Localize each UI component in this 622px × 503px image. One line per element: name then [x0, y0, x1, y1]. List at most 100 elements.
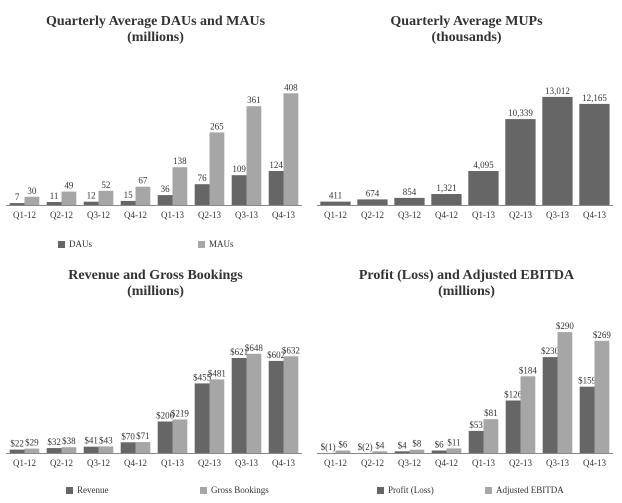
bar-gross-bookings-q4-13 [283, 356, 299, 453]
x-tick-label-q1-12: Q1-12 [13, 210, 36, 220]
data-label-revenue-q2-12: $32 [47, 437, 61, 447]
data-label-maus-q4-13: 408 [284, 82, 298, 92]
x-tick-label-q2-13: Q2-13 [509, 458, 532, 468]
bar-profit-loss-q3-13 [542, 357, 558, 453]
legend-item-gross-bookings: Gross Bookings [200, 485, 269, 495]
bar-daus-q3-13 [231, 175, 247, 205]
data-label-mups-q1-13: 4,095 [473, 160, 494, 170]
x-tick-label-q3-12: Q3-12 [398, 210, 421, 220]
data-label-revenue-q3-13: $621 [230, 347, 248, 357]
x-tick-label-q3-13: Q3-13 [235, 210, 258, 220]
data-label-profit-loss-q1-12: $(1) [321, 442, 336, 452]
bar-adjusted-ebitda-q2-13 [520, 376, 536, 453]
x-tick-label-q2-13: Q2-13 [509, 210, 532, 220]
x-tick-label-q1-13: Q1-13 [472, 210, 495, 220]
bar-profit-loss-q4-13 [579, 386, 595, 453]
x-tick-label-q4-13: Q4-13 [583, 210, 606, 220]
data-label-maus-q2-13: 265 [210, 121, 224, 131]
data-label-profit-loss-q3-12: $4 [398, 440, 408, 450]
data-label-adjusted-ebitda-q3-12: $8 [412, 439, 422, 449]
bar-mups-q4-13 [579, 103, 610, 205]
data-label-gross-bookings-q3-13: $648 [245, 343, 264, 353]
bar-daus-q4-12 [120, 200, 136, 205]
x-tick-label-q1-13: Q1-13 [161, 458, 184, 468]
legend-label-profit-loss: Profit (Loss) [388, 485, 434, 495]
data-label-adjusted-ebitda-q1-13: $81 [484, 408, 498, 418]
bar-adjusted-ebitda-q1-12 [335, 450, 351, 453]
data-label-mups-q2-12: 674 [366, 188, 380, 198]
x-tick-label-q2-12: Q2-12 [361, 210, 384, 220]
data-label-daus-q2-13: 76 [198, 173, 208, 183]
data-label-mups-q3-13: 13,012 [545, 86, 570, 96]
chart-title: Quarterly Average MUPs (thousands) [311, 14, 622, 46]
x-tick-label-q2-12: Q2-12 [50, 210, 73, 220]
bar-mups-q4-12 [431, 194, 462, 205]
bar-revenue-q1-12 [9, 449, 25, 453]
chart-title-line1: Quarterly Average DAUs and MAUs [45, 14, 266, 29]
x-tick-label-q3-12: Q3-12 [398, 458, 421, 468]
data-label-maus-q1-13: 138 [173, 156, 187, 166]
bar-revenue-q2-13 [194, 383, 210, 453]
data-label-gross-bookings-q4-12: $71 [136, 431, 150, 441]
bar-adjusted-ebitda-q2-12 [372, 451, 388, 453]
chart-panel-dau-mau: Quarterly Average DAUs and MAUs (million… [0, 0, 311, 251]
data-label-maus-q4-12: 67 [138, 176, 148, 186]
bar-profit-loss-q4-12 [431, 450, 447, 453]
x-tick-label-q1-12: Q1-12 [324, 458, 347, 468]
data-label-mups-q4-12: 1,321 [436, 183, 456, 193]
chart-title-line2: (thousands) [431, 30, 502, 45]
legend-item-revenue: Revenue [66, 485, 109, 495]
x-tick-label-q3-13: Q3-13 [235, 458, 258, 468]
x-tick-label-q2-12: Q2-12 [361, 458, 384, 468]
bar-revenue-q1-13 [157, 421, 173, 453]
data-label-profit-loss-q2-13: $126 [504, 390, 522, 400]
data-label-daus-q4-13: 124 [269, 160, 283, 170]
data-label-revenue-q4-13: $602 [267, 350, 285, 360]
data-label-daus-q4-12: 15 [124, 190, 134, 200]
chart-title-line1: Revenue and Gross Bookings [68, 268, 243, 283]
x-tick-label-q3-13: Q3-13 [546, 458, 569, 468]
data-label-adjusted-ebitda-q3-13: $290 [556, 321, 575, 331]
data-label-gross-bookings-q2-12: $38 [62, 436, 76, 446]
chart-panel-revenue: Revenue and Gross Bookings (millions) $2… [0, 251, 311, 503]
data-label-mups-q2-13: 10,339 [508, 108, 533, 118]
x-tick-label-q4-13: Q4-13 [583, 458, 606, 468]
x-tick-label-q4-12: Q4-12 [124, 458, 147, 468]
data-label-gross-bookings-q1-12: $29 [25, 438, 39, 448]
data-label-daus-q1-12: 7 [15, 192, 20, 202]
chart-plot-ebitda: $(1) $6Q1-12$(2) $4Q2-12$4 $8Q3-12$6 $11Q4-1… [317, 321, 613, 468]
x-tick-label-q2-13: Q2-13 [198, 210, 221, 220]
chart-title: Revenue and Gross Bookings (millions) [0, 268, 311, 300]
bar-revenue-q3-13 [231, 358, 247, 453]
x-tick-label-q3-12: Q3-12 [87, 210, 110, 220]
legend-swatch-revenue [66, 486, 73, 494]
x-tick-label-q2-12: Q2-12 [50, 458, 73, 468]
bar-gross-bookings-q2-13 [209, 379, 225, 453]
data-label-gross-bookings-q4-13: $632 [282, 345, 300, 355]
x-tick-label-q1-13: Q1-13 [161, 210, 184, 220]
bar-gross-bookings-q1-12 [24, 448, 40, 453]
bar-gross-bookings-q3-12 [98, 446, 114, 453]
data-label-adjusted-ebitda-q4-12: $11 [447, 437, 460, 447]
chart-title-line1: Profit (Loss) and Adjusted EBITDA [358, 268, 575, 283]
x-tick-label-q4-12: Q4-12 [435, 458, 458, 468]
data-label-revenue-q2-13: $455 [193, 372, 212, 382]
bar-maus-q1-13 [172, 167, 188, 205]
chart-title-line1: Quarterly Average MUPs [390, 14, 543, 29]
data-label-revenue-q1-12: $22 [10, 439, 24, 449]
data-label-profit-loss-q4-13: $159 [578, 376, 597, 386]
data-label-revenue-q1-13: $206 [156, 411, 175, 421]
data-label-maus-q2-12: 49 [64, 181, 74, 191]
bar-maus-q2-12 [61, 191, 77, 205]
data-label-maus-q3-13: 361 [247, 95, 261, 105]
chart-title-line2: (millions) [127, 30, 184, 45]
legend-item-adjusted-ebitda: Adjusted EBITDA [485, 485, 564, 495]
bar-revenue-q2-12 [46, 448, 62, 453]
x-tick-label-q2-13: Q2-13 [198, 458, 221, 468]
bar-gross-bookings-q2-12 [61, 447, 77, 453]
bar-adjusted-ebitda-q1-13 [483, 419, 499, 453]
bar-profit-loss-q3-12 [394, 451, 410, 453]
bar-maus-q4-13 [283, 93, 299, 205]
bar-revenue-q4-13 [268, 360, 284, 453]
bar-adjusted-ebitda-q4-13 [594, 340, 610, 453]
